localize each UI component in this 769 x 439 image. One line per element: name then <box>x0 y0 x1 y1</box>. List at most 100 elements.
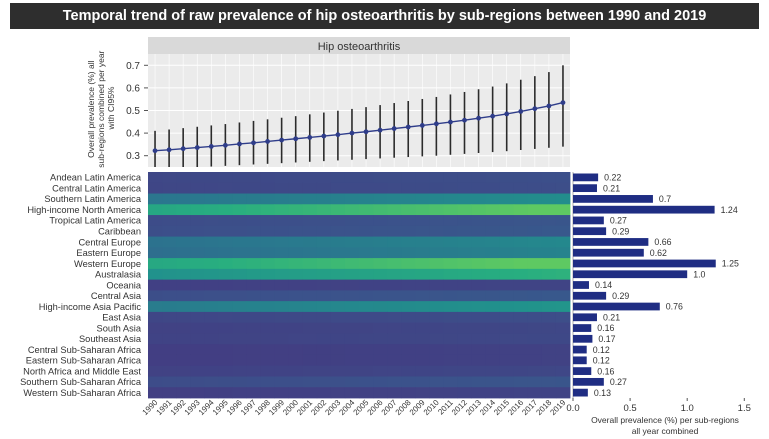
heatmap-cell <box>232 322 247 334</box>
heatmap-cell <box>485 344 501 356</box>
heatmap-cell <box>246 193 261 205</box>
bar-value-label: 0.12 <box>593 345 610 355</box>
heatmap-cell <box>316 193 332 205</box>
heatmap-cell <box>148 172 163 184</box>
heatmap-cell <box>359 290 374 302</box>
heatmap-cell <box>359 225 374 237</box>
data-point <box>265 139 270 144</box>
heatmap-cell <box>541 301 557 313</box>
heatmap-cell <box>302 333 318 345</box>
heatmap-cell <box>387 279 402 291</box>
heatmap-cell <box>204 204 219 216</box>
heatmap-cell <box>176 182 191 194</box>
heatmap-cell <box>499 333 515 345</box>
heatmap-cell <box>274 354 290 367</box>
heatmap-cell <box>415 311 430 324</box>
row-label: Oceania <box>106 280 141 290</box>
heatmap-cell <box>401 344 416 356</box>
heatmap-cell <box>429 204 444 216</box>
heatmap-cell <box>443 172 458 184</box>
heatmap-cell <box>344 247 360 259</box>
data-point <box>448 119 453 125</box>
heatmap-cell <box>485 311 501 324</box>
heatmap-cell <box>148 365 163 377</box>
heatmap-cell <box>316 204 332 216</box>
bar <box>573 345 587 354</box>
heatmap-cell <box>415 215 430 227</box>
data-point <box>166 147 172 153</box>
heatmap-cell <box>330 387 346 399</box>
y-axis-label: Overall prevalence (%) all sub-regions c… <box>86 48 116 168</box>
heatmap-cell <box>499 215 515 227</box>
heatmap-cell <box>457 376 472 388</box>
heatmap-cell <box>513 344 529 356</box>
heatmap-cell <box>359 193 374 205</box>
heatmap-cell <box>204 279 219 291</box>
heatmap-cell <box>457 301 472 313</box>
bar-value-label: 0.66 <box>654 237 671 247</box>
heatmap-cell <box>190 236 205 248</box>
heatmap-cell <box>387 376 402 388</box>
heatmap-cell <box>443 333 458 345</box>
heatmap-cell <box>330 290 346 302</box>
heatmap-cell <box>373 258 388 270</box>
heatmap-cell <box>232 215 247 227</box>
bar-value-label: 0.12 <box>593 356 610 366</box>
heatmap-cell <box>302 215 318 227</box>
heatmap-cell <box>401 215 416 227</box>
heatmap-cell <box>162 344 177 356</box>
heatmap-cell <box>415 290 430 302</box>
bar-x-tick-label: 1.5 <box>738 403 751 414</box>
y-tick-label: 0.4 <box>126 129 140 140</box>
heatmap-cell <box>401 225 416 237</box>
heatmap-cell <box>401 247 416 259</box>
heatmap-cell <box>302 344 318 356</box>
heatmap-cell <box>162 376 177 388</box>
heatmap-cell <box>148 258 163 270</box>
heatmap-cell <box>190 322 205 334</box>
heatmap-cell <box>541 236 557 248</box>
heatmap-cell <box>176 311 191 324</box>
heatmap-cell <box>190 290 205 302</box>
heatmap-cell <box>443 247 458 259</box>
heatmap-cell <box>429 311 444 324</box>
heatmap-cell <box>457 236 472 248</box>
heatmap-cell <box>555 279 571 291</box>
heatmap-cell <box>148 247 163 259</box>
heatmap-cell <box>499 301 515 313</box>
heatmap-cell <box>401 204 416 216</box>
heatmap-cell <box>499 236 515 248</box>
heatmap-cell <box>541 182 557 194</box>
heatmap-cell <box>302 387 318 399</box>
heatmap-cell <box>148 182 163 194</box>
heatmap-cell <box>415 365 430 377</box>
heatmap-cell <box>232 172 247 184</box>
heatmap-cell <box>176 215 191 227</box>
heatmap-cell <box>499 193 515 205</box>
prevalence-trend-panel: Hip osteoarthritis 0.3 0.4 0.5 0.6 0.7 Overa… <box>86 37 570 168</box>
row-label: North Africa and Middle East <box>23 366 141 376</box>
bar <box>573 356 587 365</box>
heatmap-cell <box>527 354 543 367</box>
heatmap-cell <box>330 225 346 237</box>
row-label: East Asia <box>102 313 142 323</box>
heatmap-cell <box>359 236 374 248</box>
heatmap-cell <box>246 376 261 388</box>
heatmap-cell <box>162 172 177 184</box>
heatmap-cell <box>288 365 304 377</box>
heatmap-cell <box>246 290 261 302</box>
heatmap-cell <box>232 311 247 324</box>
heatmap-cell <box>401 258 416 270</box>
data-point <box>363 129 369 135</box>
data-point <box>349 130 355 136</box>
heatmap-cell <box>316 236 332 248</box>
data-point <box>518 109 524 114</box>
bar <box>573 259 716 268</box>
heatmap-cell <box>302 258 318 270</box>
heatmap-cell <box>176 365 191 377</box>
heatmap-cell <box>162 365 177 377</box>
heatmap-cell <box>401 193 416 205</box>
heatmap-cell <box>471 279 486 291</box>
heatmap-cell <box>204 290 219 302</box>
heatmap-cell <box>541 333 557 345</box>
